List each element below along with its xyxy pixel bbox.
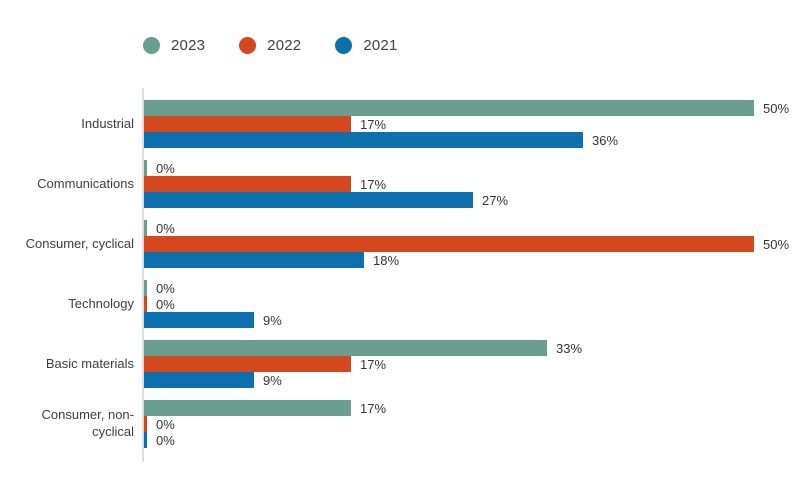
bar-2021 (144, 372, 254, 388)
bar-row: 9% (144, 312, 800, 328)
bar-2021 (144, 432, 147, 448)
bar-2022 (144, 176, 351, 192)
value-label: 50% (763, 236, 790, 252)
legend-label: 2023 (171, 37, 206, 54)
bar-row: 17% (144, 356, 800, 372)
bar-group: Consumer, cyclical 0% 50% 18% (0, 220, 800, 268)
bar-2023 (144, 280, 147, 296)
value-label: 0% (156, 296, 175, 312)
legend: 2023 2022 2021 (143, 37, 432, 54)
value-label: 17% (360, 400, 387, 416)
value-label: 9% (263, 372, 282, 388)
value-label: 0% (156, 416, 175, 432)
bar-row: 36% (144, 132, 800, 148)
bar-stack: 50% 17% 36% (144, 100, 800, 148)
bar-2021 (144, 252, 364, 268)
bar-row: 0% (144, 280, 800, 296)
bar-2023 (144, 100, 754, 116)
legend-item-2022: 2022 (239, 37, 301, 54)
bar-2022 (144, 416, 147, 432)
bar-row: 0% (144, 296, 800, 312)
bar-group: Consumer, non-cyclical 17% 0% 0% (0, 400, 800, 448)
bar-2022 (144, 356, 351, 372)
bar-row: 17% (144, 116, 800, 132)
bar-row: 0% (144, 220, 800, 236)
bar-group: Technology 0% 0% 9% (0, 280, 800, 328)
bar-2021 (144, 312, 254, 328)
bar-2021 (144, 132, 583, 148)
legend-item-2023: 2023 (143, 37, 205, 54)
value-label: 17% (360, 176, 387, 192)
bar-2022 (144, 236, 754, 252)
bar-row: 0% (144, 432, 800, 448)
value-label: 0% (156, 280, 175, 296)
bar-row: 17% (144, 400, 800, 416)
bar-2022 (144, 296, 147, 312)
bar-stack: 0% 17% 27% (144, 160, 800, 208)
bar-row: 9% (144, 372, 800, 388)
value-label: 0% (156, 160, 175, 176)
category-label: Consumer, non-cyclical (41, 407, 135, 439)
bar-2021 (144, 192, 473, 208)
bar-group: Basic materials 33% 17% 9% (0, 340, 800, 388)
bar-stack: 0% 0% 9% (144, 280, 800, 328)
value-label: 27% (482, 192, 509, 208)
category-label: Technology (68, 295, 134, 311)
category-label: Industrial (81, 115, 134, 131)
bar-row: 33% (144, 340, 800, 356)
value-label: 50% (763, 100, 790, 116)
bar-2023 (144, 160, 147, 176)
value-label: 9% (263, 312, 282, 328)
value-label: 33% (556, 340, 583, 356)
legend-label: 2021 (363, 37, 398, 54)
value-label: 0% (156, 432, 175, 448)
legend-swatch-circle (335, 37, 353, 54)
value-label: 17% (360, 116, 387, 132)
bar-groups: Industrial 50% 17% 36% Communications 0% 17% 27… (0, 100, 800, 460)
value-label: 18% (373, 252, 400, 268)
bar-2022 (144, 116, 351, 132)
bar-row: 0% (144, 416, 800, 432)
bar-row: 50% (144, 236, 800, 252)
value-label: 17% (360, 356, 387, 372)
bar-group: Industrial 50% 17% 36% (0, 100, 800, 148)
legend-swatch-circle (239, 37, 257, 54)
value-label: 0% (156, 220, 175, 236)
bar-row: 17% (144, 176, 800, 192)
bar-row: 27% (144, 192, 800, 208)
bar-row: 18% (144, 252, 800, 268)
bar-2023 (144, 400, 351, 416)
bar-row: 0% (144, 160, 800, 176)
category-label: Consumer, cyclical (25, 235, 134, 251)
bar-2023 (144, 340, 547, 356)
y-axis-line (142, 88, 144, 462)
category-label: Communications (37, 175, 134, 191)
legend-label: 2022 (267, 37, 302, 54)
category-label: Basic materials (45, 355, 134, 371)
legend-swatch-circle (143, 37, 160, 54)
bar-row: 50% (144, 100, 800, 116)
bar-stack: 0% 50% 18% (144, 220, 800, 268)
bar-group: Communications 0% 17% 27% (0, 160, 800, 208)
legend-item-2021: 2021 (335, 37, 397, 54)
bar-stack: 33% 17% 9% (144, 340, 800, 388)
value-label: 36% (592, 132, 619, 148)
bar-stack: 17% 0% 0% (144, 400, 800, 448)
bar-2023 (144, 220, 147, 236)
